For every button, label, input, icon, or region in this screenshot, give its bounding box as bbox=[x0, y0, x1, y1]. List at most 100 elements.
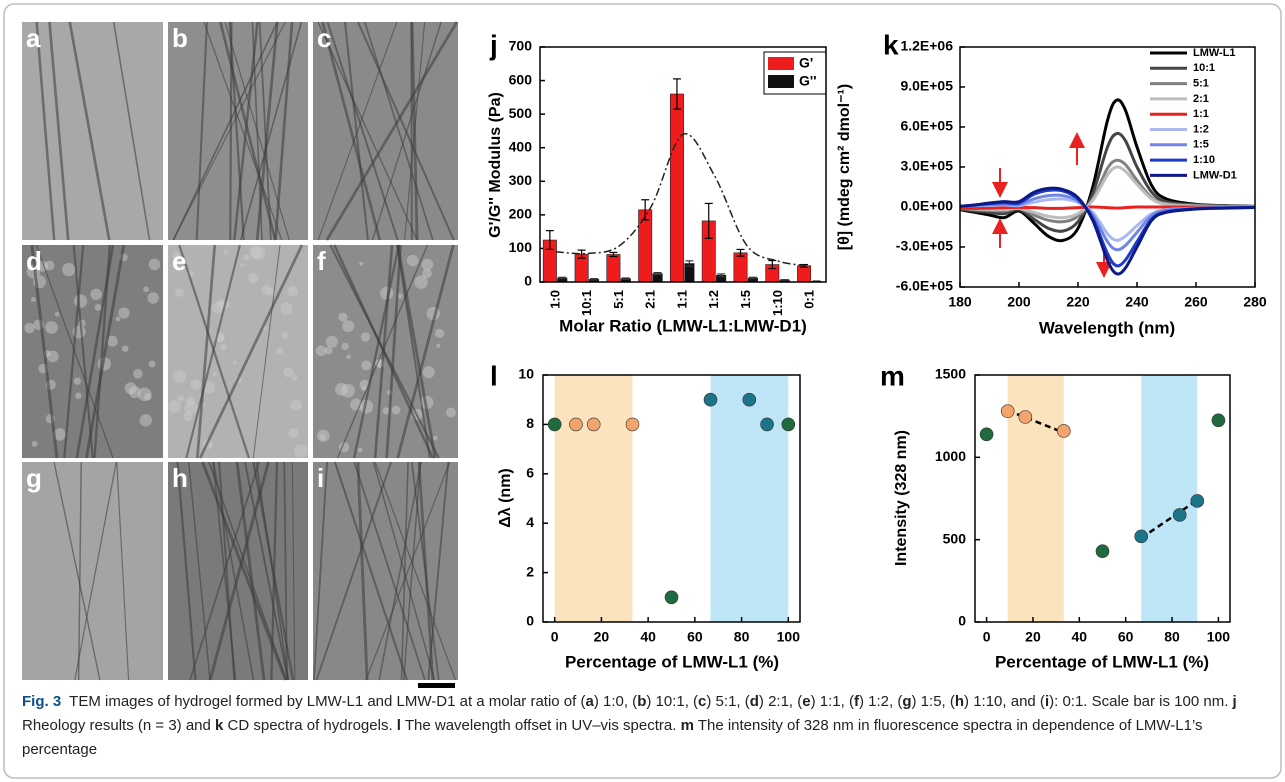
texture bbox=[243, 254, 250, 261]
caption-text: ) 1:0, ( bbox=[593, 693, 638, 710]
texture bbox=[143, 286, 150, 293]
texture bbox=[62, 262, 76, 277]
error-bar bbox=[590, 278, 599, 281]
texture bbox=[94, 304, 102, 311]
texture bbox=[346, 354, 351, 359]
texture bbox=[75, 392, 82, 400]
y-axis-label: Intensity (328 nm) bbox=[893, 430, 910, 566]
texture bbox=[359, 399, 374, 414]
texture bbox=[115, 316, 121, 322]
x-tick-label: 1:0 bbox=[547, 290, 562, 309]
y-tick-label: 0 bbox=[526, 613, 534, 629]
caption-key: m bbox=[680, 717, 694, 734]
texture bbox=[30, 297, 36, 302]
fiber bbox=[212, 461, 255, 681]
x-tick-label: 100 bbox=[777, 629, 801, 645]
y-tick-label: 2 bbox=[526, 563, 534, 579]
data-point bbox=[664, 590, 679, 605]
fiber bbox=[219, 21, 277, 241]
y-tick-label: 1.2E+06 bbox=[900, 38, 953, 54]
y-axis-label: G'/G'' Modulus (Pa) bbox=[487, 92, 504, 238]
fiber bbox=[35, 21, 56, 241]
data-point bbox=[742, 392, 757, 407]
cd-line bbox=[959, 186, 1256, 276]
legend-label: LMW-L1 bbox=[1193, 47, 1236, 59]
legend-label: G'' bbox=[799, 73, 817, 89]
fiber bbox=[72, 244, 94, 459]
texture bbox=[341, 342, 349, 351]
texture bbox=[294, 444, 308, 458]
texture bbox=[168, 400, 181, 413]
caption-text: ) 1:10, and ( bbox=[964, 693, 1045, 710]
legend-label: 1:2 bbox=[1193, 123, 1209, 135]
caption-key: h bbox=[954, 693, 965, 710]
texture bbox=[45, 321, 58, 334]
x-tick-label: 240 bbox=[1125, 294, 1149, 310]
y-tick-label: 10 bbox=[518, 366, 534, 382]
panel-label: j bbox=[489, 29, 498, 60]
texture bbox=[121, 345, 129, 352]
highlight-region bbox=[710, 375, 789, 622]
y-tick-label: -3.0E+05 bbox=[896, 238, 953, 254]
caption-key: j bbox=[1232, 693, 1237, 710]
error-bar bbox=[609, 251, 618, 258]
texture bbox=[247, 272, 259, 283]
data-point bbox=[1172, 508, 1187, 522]
panel-label: i bbox=[317, 463, 324, 493]
texture bbox=[414, 275, 428, 289]
plot-frame bbox=[539, 46, 827, 283]
legend-swatch bbox=[768, 75, 794, 88]
caption-key: a bbox=[585, 693, 594, 710]
error-bar bbox=[717, 273, 726, 278]
y-tick-label: 8 bbox=[526, 415, 534, 431]
fiber bbox=[283, 461, 288, 681]
caption-key: d bbox=[749, 693, 759, 710]
fiber bbox=[112, 21, 151, 241]
fiber bbox=[402, 461, 422, 681]
fiber bbox=[363, 21, 434, 241]
data-point bbox=[781, 417, 796, 432]
x-tick-label: 100 bbox=[1207, 629, 1231, 645]
x-axis-label: Percentage of LMW-L1 (%) bbox=[995, 652, 1209, 671]
texture bbox=[148, 258, 161, 271]
highlight-region bbox=[1141, 375, 1198, 622]
fiber bbox=[201, 461, 288, 681]
x-tick-label: 2:1 bbox=[643, 290, 658, 309]
data-point bbox=[586, 417, 601, 432]
y-tick-label: 1500 bbox=[935, 366, 966, 382]
panel-label: c bbox=[317, 23, 331, 53]
legend-label: G' bbox=[799, 55, 813, 71]
y-tick-label: 700 bbox=[509, 38, 533, 54]
caption-text: ) 1:5, ( bbox=[911, 693, 955, 710]
cd-line bbox=[959, 131, 1256, 233]
texture bbox=[291, 374, 298, 381]
panel-label: f bbox=[317, 246, 326, 276]
fiber bbox=[315, 461, 392, 681]
legend-label: 2:1 bbox=[1193, 93, 1209, 105]
fiber bbox=[195, 244, 217, 459]
caption-key: b bbox=[637, 693, 647, 710]
texture bbox=[341, 383, 355, 398]
texture bbox=[147, 292, 159, 304]
x-axis-label: Wavelength (nm) bbox=[1039, 318, 1175, 337]
x-tick-label: 20 bbox=[1025, 629, 1041, 645]
panel-label: h bbox=[172, 463, 188, 493]
x-tick-label: 40 bbox=[1072, 629, 1088, 645]
fiber bbox=[357, 21, 455, 241]
fiber bbox=[352, 244, 401, 459]
tem-image bbox=[22, 22, 163, 240]
cd-line bbox=[959, 98, 1256, 243]
y-axis-label: Δλ (nm) bbox=[497, 468, 514, 528]
bar bbox=[733, 252, 748, 283]
fiber bbox=[188, 461, 211, 681]
texture bbox=[446, 407, 456, 418]
plot-frame bbox=[542, 374, 801, 623]
texture bbox=[216, 333, 225, 342]
texture bbox=[338, 312, 348, 322]
fiber bbox=[195, 21, 208, 241]
texture bbox=[422, 366, 435, 379]
fiber bbox=[48, 21, 70, 241]
fiber bbox=[93, 244, 112, 459]
x-tick-label: 20 bbox=[594, 629, 610, 645]
x-tick-label: 80 bbox=[734, 629, 750, 645]
